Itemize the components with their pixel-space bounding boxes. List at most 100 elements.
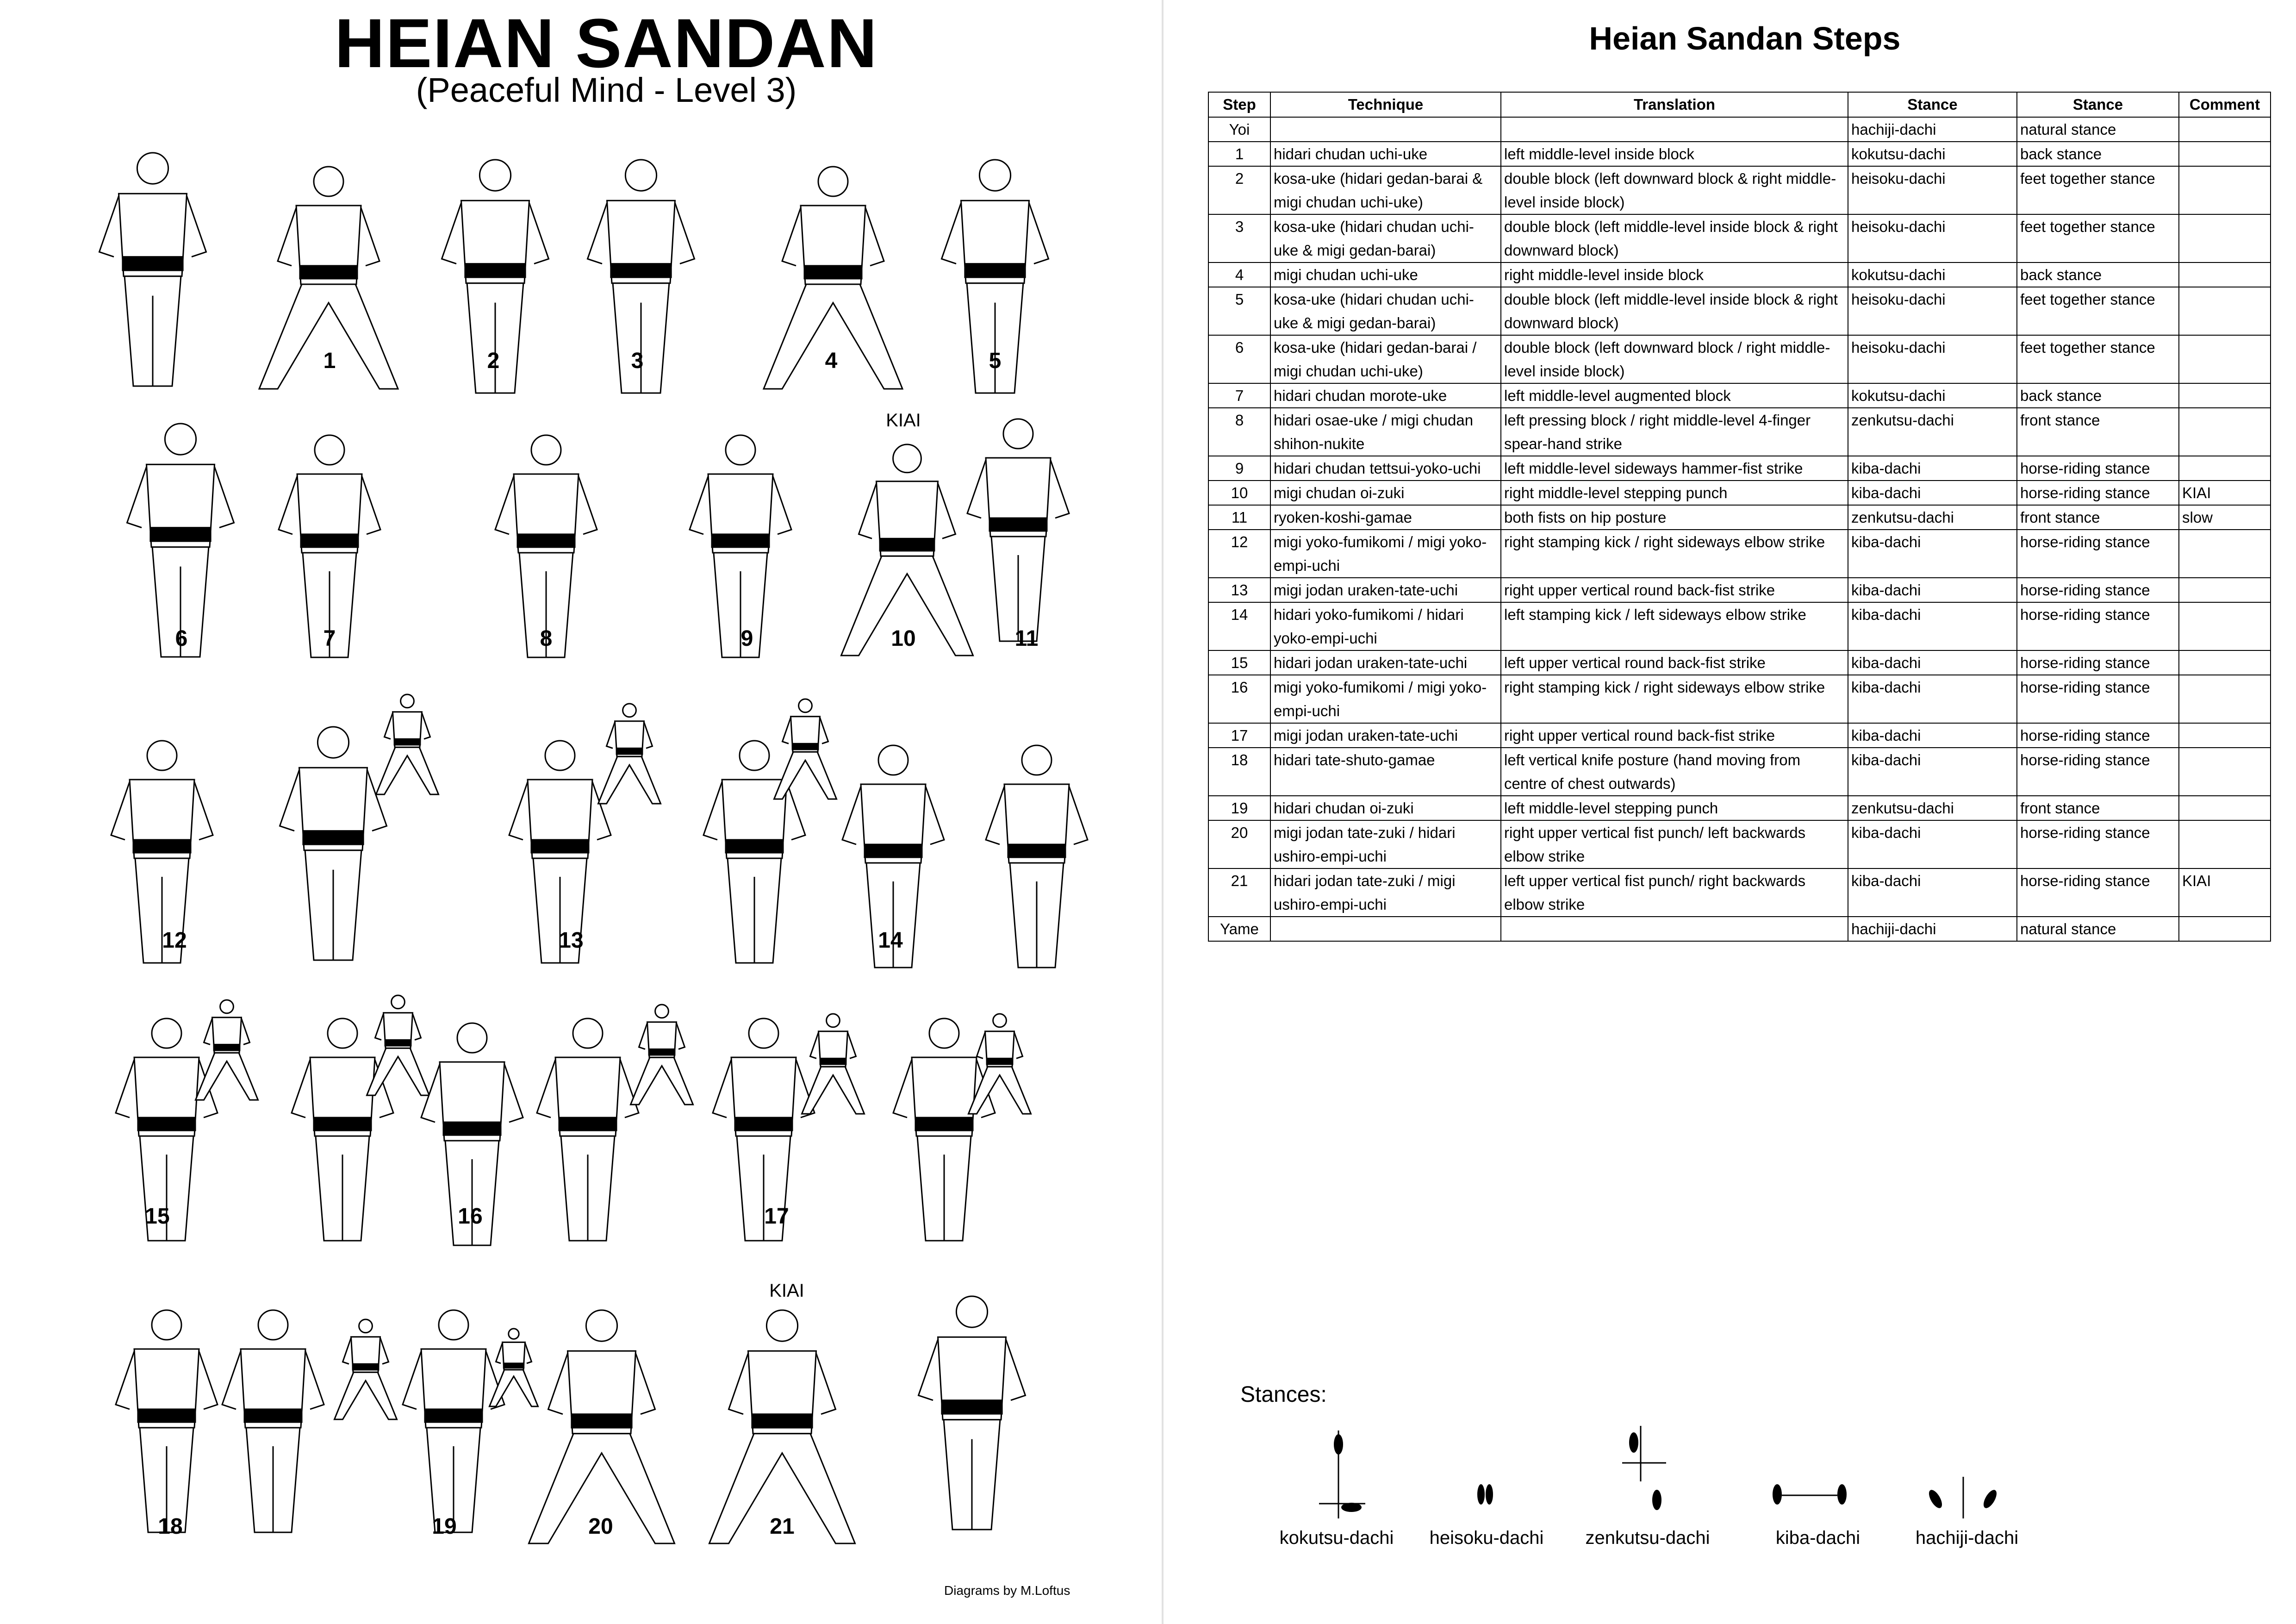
table-cell: heisoku-dachi [1848, 287, 2017, 336]
step-number: 3 [631, 349, 644, 373]
table-row: 7 hidari chudan morote-uke left middle-lev… [1208, 383, 2271, 408]
table-cell: 2 [1208, 166, 1271, 215]
karateka-figure [762, 166, 904, 390]
table-cell: zenkutsu-dachi [1848, 407, 2017, 456]
table-row: 1 hidari chudan uchi-uke left middle-level… [1208, 141, 2271, 167]
diagram-credit: Diagrams by M.Loftus [944, 1583, 1070, 1598]
kiai-label: KIAI [886, 410, 921, 431]
karateka-figure [98, 152, 207, 387]
table-cell [2178, 141, 2271, 167]
karateka-figure [333, 1318, 398, 1420]
karateka-figure [967, 1013, 1032, 1115]
table-row: 6 kosa-uke (hidari gedan-barai / migi chu… [1208, 335, 2271, 384]
step-number: 9 [740, 626, 753, 651]
table-cell: left upper vertical round back-fist stri… [1500, 650, 1848, 675]
table-row: 14 hidari yoko-fumikomi / hidari yoko-emp… [1208, 602, 2271, 651]
table-cell: left middle-level stepping punch [1500, 795, 1848, 821]
heisoku-dachi-diagram [1477, 1484, 1493, 1505]
column-header: Translation [1500, 92, 1848, 118]
karateka-figure [840, 443, 974, 656]
karateka-figure [689, 434, 792, 658]
table-cell: kiba-dachi [1848, 723, 2017, 748]
table-cell: horse-riding stance [2016, 747, 2179, 796]
hachiji-dachi-diagram [1929, 1477, 1997, 1518]
kokutsu-dachi-diagram [1319, 1430, 1365, 1518]
table-cell: 14 [1208, 602, 1271, 651]
table-cell: horse-riding stance [2016, 480, 2179, 506]
step-number: 13 [559, 928, 584, 953]
karateka-figure [441, 159, 550, 394]
table-cell: kiba-dachi [1848, 602, 2017, 651]
table-cell: 8 [1208, 407, 1271, 456]
karateka-figure [366, 994, 430, 1096]
table-cell: hidari osae-uke / migi chudan shihon-nuk… [1270, 407, 1501, 456]
table-cell: double block (left downward block / righ… [1500, 335, 1848, 384]
table-cell: horse-riding stance [2016, 723, 2179, 748]
karateka-figure [420, 1022, 524, 1246]
table-cell: heisoku-dachi [1848, 335, 2017, 384]
step-number: 15 [145, 1204, 170, 1229]
table-cell: hachiji-dachi [1848, 916, 2017, 942]
table-cell [2178, 577, 2271, 603]
stance-label: zenkutsu-dachi [1585, 1528, 1710, 1548]
karateka-figure [291, 1018, 394, 1242]
table-cell: heisoku-dachi [1848, 214, 2017, 263]
karateka-figure [917, 1295, 1027, 1530]
karateka-figure [110, 740, 214, 964]
table-cell: migi jodan uraken-tate-uchi [1270, 577, 1501, 603]
table-cell: kiba-dachi [1848, 747, 2017, 796]
table-cell [2178, 795, 2271, 821]
table-cell: left middle-level sideways hammer-fist s… [1500, 456, 1848, 481]
step-number: 1 [323, 349, 336, 373]
karateka-figure [278, 434, 381, 658]
table-cell: kiba-dachi [1848, 820, 2017, 869]
table-cell: feet together stance [2016, 335, 2179, 384]
table-cell: kiba-dachi [1848, 868, 2017, 917]
table-cell: kosa-uke (hidari gedan-barai / migi chud… [1270, 335, 1501, 384]
column-header: Step [1208, 92, 1271, 118]
table-cell: natural stance [2016, 916, 2179, 942]
table-cell [2178, 383, 2271, 408]
table-cell: hidari yoko-fumikomi / hidari yoko-empi-… [1270, 602, 1501, 651]
table-row: Yame hachiji-dachi natural stance [1208, 916, 2271, 942]
table-cell: hidari jodan uraken-tate-uchi [1270, 650, 1501, 675]
table-cell [2178, 529, 2271, 578]
table-cell: hidari chudan oi-zuki [1270, 795, 1501, 821]
karateka-figure [841, 744, 945, 968]
table-cell: kosa-uke (hidari chudan uchi-uke & migi … [1270, 214, 1501, 263]
table-cell: kokutsu-dachi [1848, 141, 2017, 167]
table-row: 3 kosa-uke (hidari chudan uchi-uke & migi… [1208, 214, 2271, 263]
karateka-figure [708, 1309, 856, 1544]
karateka-figure [712, 1018, 815, 1242]
karateka-figure [597, 703, 662, 805]
table-cell: 6 [1208, 335, 1271, 384]
table-cell: left pressing block / right middle-level… [1500, 407, 1848, 456]
table-cell: right upper vertical round back-fist str… [1500, 577, 1848, 603]
table-cell: horse-riding stance [2016, 868, 2179, 917]
table-row: 11 ryoken-koshi-gamae both fists on hip po… [1208, 505, 2271, 530]
table-cell: 16 [1208, 675, 1271, 724]
table-row: 16 migi yoko-fumikomi / migi yoko-empi-uc… [1208, 675, 2271, 724]
karateka-figure [126, 423, 235, 658]
table-cell: kiba-dachi [1848, 480, 2017, 506]
karateka-figure [494, 434, 598, 658]
stance-foot-diagrams [1319, 1426, 1997, 1518]
table-cell: kosa-uke (hidari gedan-barai & migi chud… [1270, 166, 1501, 215]
karateka-figure [629, 1004, 694, 1106]
step-number: 16 [458, 1204, 483, 1229]
table-cell: hidari chudan morote-uke [1270, 383, 1501, 408]
table-cell: left middle-level augmented block [1500, 383, 1848, 408]
stance-label: kiba-dachi [1775, 1528, 1860, 1548]
table-cell: front stance [2016, 407, 2179, 456]
table-cell: right middle-level inside block [1500, 262, 1848, 287]
column-header: Stance [1848, 92, 2017, 118]
page-divider [1162, 0, 1164, 1624]
table-cell: migi chudan oi-zuki [1270, 480, 1501, 506]
table-row: 5 kosa-uke (hidari chudan uchi-uke & migi… [1208, 287, 2271, 336]
table-cell: migi chudan uchi-uke [1270, 262, 1501, 287]
stance-label: hachiji-dachi [1915, 1528, 2019, 1548]
karateka-figure [892, 1018, 996, 1242]
steps-table-body: Yoi hachiji-dachi natural stance 1 hidari ch… [1208, 117, 2271, 942]
table-cell: 7 [1208, 383, 1271, 408]
table-cell: front stance [2016, 795, 2179, 821]
